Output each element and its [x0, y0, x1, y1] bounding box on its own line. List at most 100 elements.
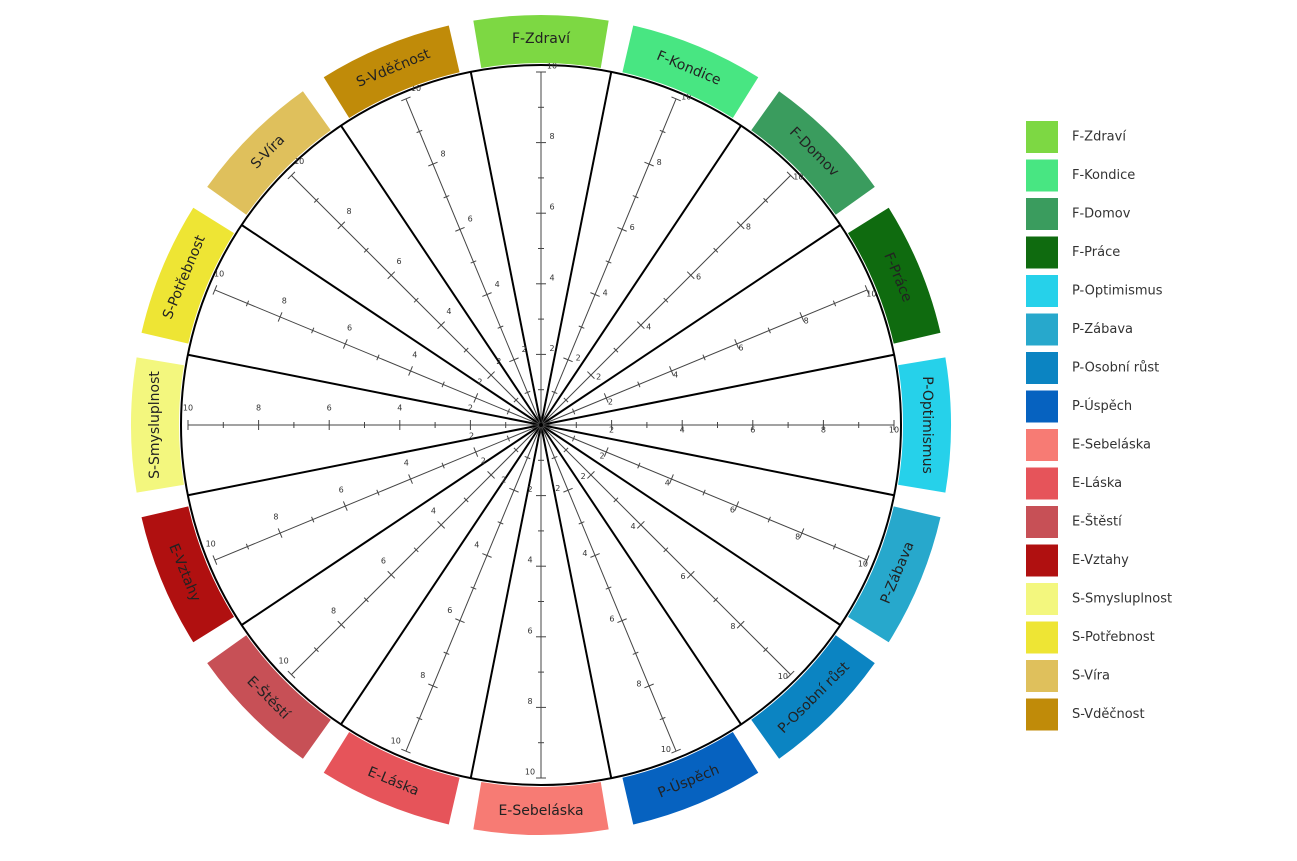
tick-label: 6	[680, 572, 685, 581]
major-tick	[671, 96, 681, 102]
tick-label: 10	[866, 290, 876, 299]
minor-tick	[506, 408, 510, 415]
major-tick	[736, 221, 745, 230]
tick-label: 8	[746, 223, 751, 232]
major-tick	[287, 670, 296, 679]
tick-label: 6	[396, 257, 401, 266]
major-tick	[455, 226, 465, 232]
minor-tick	[659, 716, 666, 721]
minor-tick	[463, 497, 469, 503]
legend-label: F-Kondice	[1072, 168, 1135, 183]
category-band	[622, 731, 759, 825]
center	[539, 423, 543, 427]
minor-tick	[551, 456, 558, 460]
tick-label: 8	[795, 533, 800, 542]
major-tick	[387, 271, 396, 280]
divider	[540, 71, 613, 426]
minor-tick	[702, 489, 706, 496]
minor-tick	[632, 195, 639, 199]
tick-label: 6	[339, 485, 344, 494]
major-tick	[590, 292, 600, 297]
legend-label: P-Osobní růst	[1072, 361, 1159, 376]
minor-tick	[311, 516, 315, 523]
major-tick	[473, 447, 479, 457]
minor-tick	[524, 390, 531, 394]
tick-label: 2	[477, 377, 482, 386]
major-tick	[636, 321, 645, 330]
category-band	[141, 506, 235, 643]
divider	[241, 224, 542, 426]
tick-label: 4	[549, 273, 554, 282]
major-tick	[487, 471, 495, 479]
minor-tick	[313, 647, 319, 653]
minor-tick	[551, 390, 558, 394]
tick-label: 10	[661, 745, 671, 754]
legend-swatch	[1026, 467, 1058, 500]
tick-label: 6	[750, 426, 755, 435]
tick-label: 8	[347, 207, 352, 216]
legend-label: E-Sebeláska	[1072, 438, 1151, 453]
category-label: F-Zdraví	[512, 31, 571, 47]
tick-label: 6	[468, 215, 473, 224]
tick-label: 2	[599, 452, 604, 461]
tick-label: 6	[549, 203, 554, 212]
minor-tick	[713, 597, 719, 603]
minor-tick	[313, 197, 319, 203]
category-band	[751, 635, 875, 759]
divider	[187, 353, 542, 426]
legend-swatch	[1026, 583, 1058, 615]
tick-label: 6	[696, 273, 701, 282]
legend-swatch	[1026, 236, 1058, 269]
tick-label: 10	[889, 426, 899, 435]
minor-tick	[763, 197, 769, 203]
minor-tick	[663, 547, 669, 553]
major-tick	[342, 339, 348, 349]
legend-swatch	[1026, 506, 1058, 538]
major-tick	[401, 96, 411, 102]
tick-label: 2	[596, 372, 601, 381]
divider	[540, 224, 841, 426]
legend-label: S-Vděčnost	[1072, 707, 1145, 722]
major-tick	[734, 501, 740, 511]
minor-tick	[632, 651, 639, 655]
legend-swatch	[1026, 390, 1058, 423]
minor-tick	[578, 325, 585, 329]
tick-label: 8	[256, 404, 261, 413]
minor-tick	[572, 435, 576, 442]
major-tick	[212, 285, 218, 295]
minor-tick	[463, 347, 469, 353]
tick-label: 2	[469, 431, 474, 440]
tick-label: 2	[609, 426, 614, 435]
major-tick	[337, 620, 346, 629]
minor-tick	[413, 547, 419, 553]
legend-swatch	[1026, 313, 1058, 346]
divider	[540, 424, 613, 779]
major-tick	[636, 520, 645, 529]
legend-label: E-Štěstí	[1072, 514, 1122, 530]
major-tick	[482, 553, 492, 558]
major-tick	[736, 620, 745, 629]
tick-label: 6	[609, 614, 614, 623]
tick-label: 4	[446, 307, 451, 316]
minor-tick	[413, 297, 419, 303]
major-tick	[671, 748, 681, 754]
major-tick	[277, 312, 283, 322]
legend-label: S-Víra	[1072, 669, 1110, 684]
minor-tick	[767, 516, 771, 523]
tick-label: 4	[527, 556, 532, 565]
minor-tick	[416, 716, 423, 721]
major-tick	[686, 271, 695, 280]
tick-label: 4	[397, 404, 402, 413]
tick-label: 4	[404, 458, 409, 467]
category-label: E-Sebeláska	[498, 803, 583, 819]
major-tick	[428, 683, 438, 689]
major-tick	[482, 292, 492, 297]
tick-label: 6	[738, 344, 743, 353]
minor-tick	[441, 462, 445, 469]
tick-label: 8	[730, 622, 735, 631]
legend-swatch	[1026, 352, 1058, 384]
major-tick	[786, 171, 795, 180]
tick-label: 4	[495, 280, 500, 289]
major-tick	[337, 221, 346, 230]
